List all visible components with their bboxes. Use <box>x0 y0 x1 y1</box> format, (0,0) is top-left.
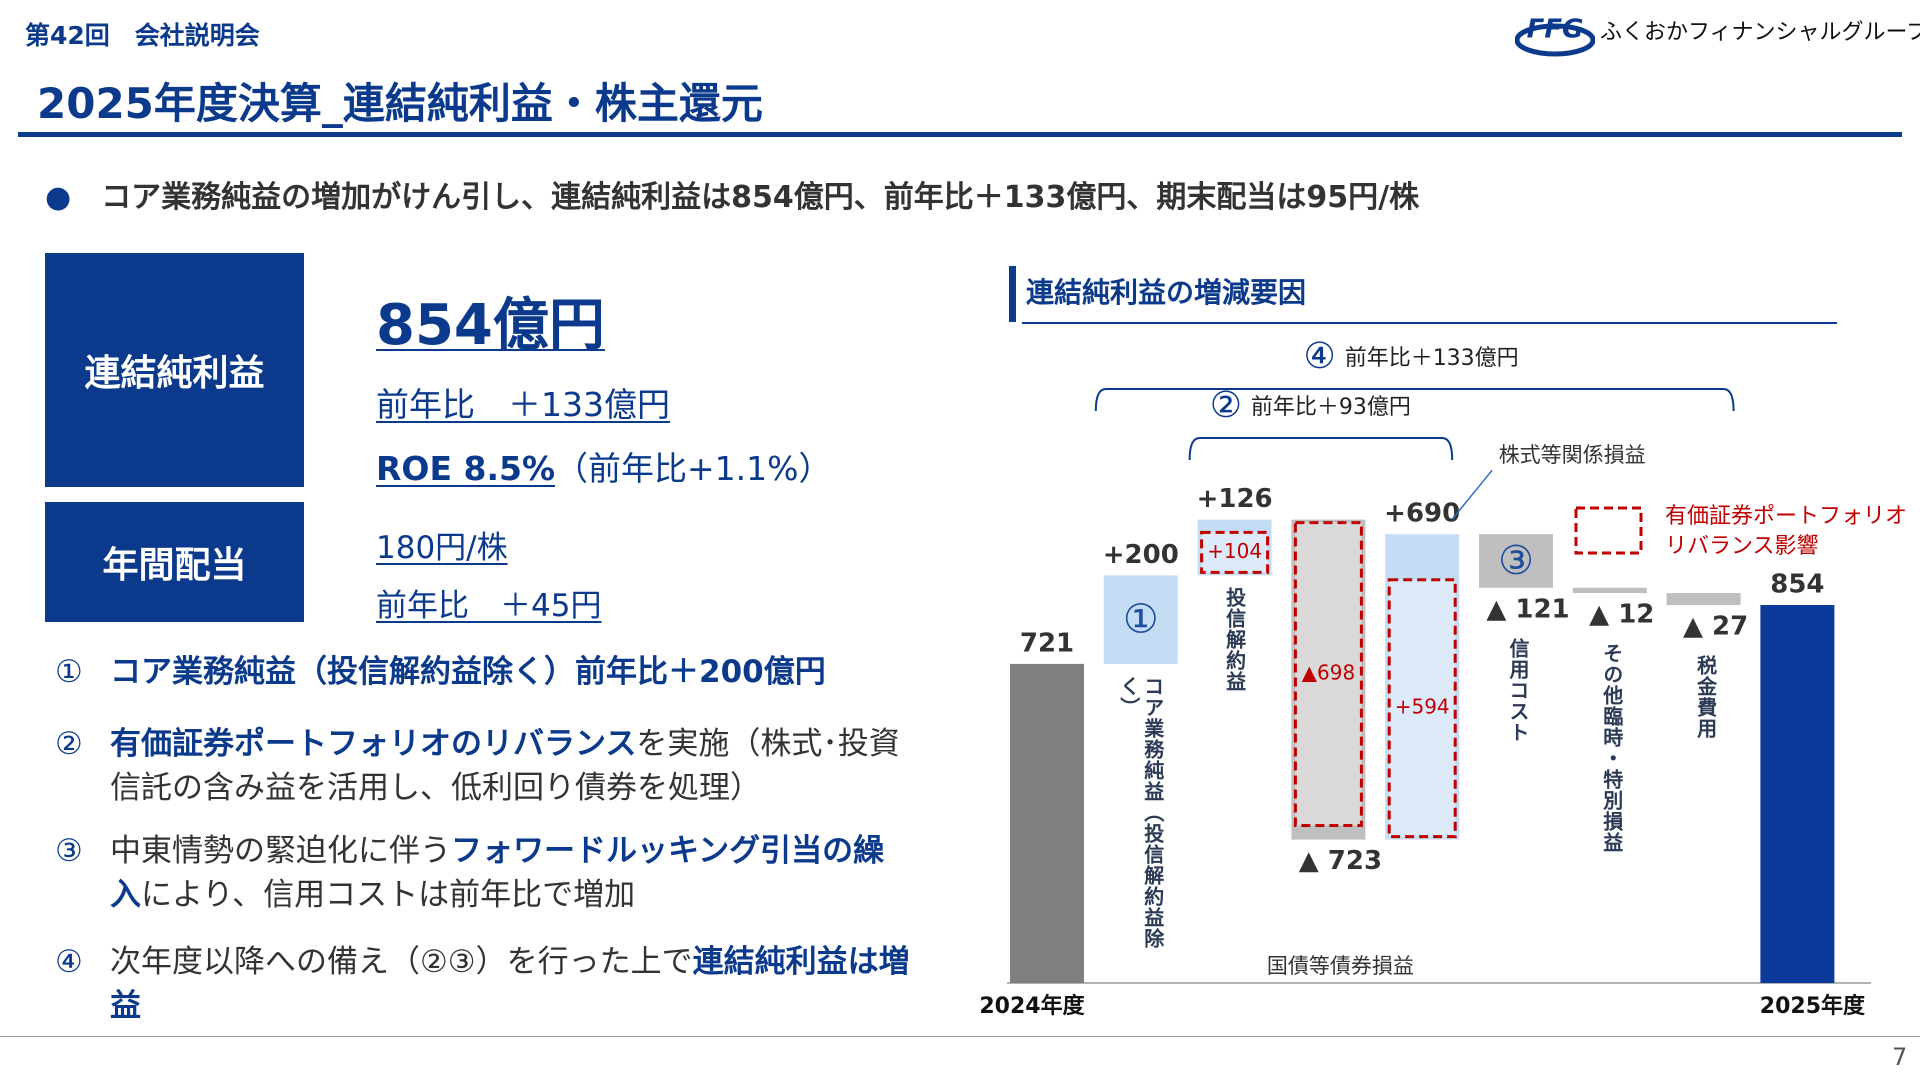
point-text: 次年度以降への備え（②③）を行った上で連結純利益は増益 <box>110 940 915 1028</box>
breakdown-box <box>1387 578 1457 839</box>
page-number: 7 <box>1892 1043 1908 1071</box>
bracket-label: 前年比＋93億円 <box>1251 395 1411 420</box>
lead-text: コア業務純益の増加がけん引し、連結純利益は854億円、前年比＋133億円、期末配… <box>101 180 1420 215</box>
legend-label: 有価証券ポートフォリオ <box>1665 504 1907 529</box>
value-label: 854 <box>1770 570 1824 600</box>
point-number: ③ <box>55 833 83 869</box>
logo-swoosh <box>1515 23 1595 57</box>
bracket <box>1094 388 1735 412</box>
value-label: 721 <box>1020 628 1074 658</box>
dividend: 180円/株 <box>376 530 508 566</box>
legend-label: リバランス影響 <box>1665 534 1819 559</box>
category-label: 投信解約益 <box>1222 587 1247 693</box>
bar <box>1103 575 1178 664</box>
breakdown-label: +104 <box>1207 539 1262 563</box>
point: ③ 中東情勢の緊迫化に伴うフォワードルッキング引当の繰入により、信用コストは前年比… <box>55 829 915 917</box>
net-income: 854億円 <box>376 293 605 358</box>
bracket-label: 前年比＋133億円 <box>1345 346 1519 371</box>
point-text: 有価証券ポートフォリオのリバランスを実施（株式･投資信託の含み益を活用し、低利回… <box>110 722 915 810</box>
legend-swatch <box>1574 506 1643 555</box>
logo-mark: FFG <box>1515 15 1595 57</box>
point-part: 中東情勢の緊迫化に伴う <box>110 833 451 869</box>
bar <box>1666 593 1741 606</box>
point: ② 有価証券ポートフォリオのリバランスを実施（株式･投資信託の含み益を活用し、低利… <box>55 722 915 810</box>
badge: ① <box>1123 597 1159 643</box>
value-label: ▲ 12 <box>1589 600 1654 630</box>
roe: ROE 8.5% <box>376 449 556 488</box>
net-income-box: 連結純利益 <box>45 253 304 487</box>
logo-letters: FFG <box>1527 15 1584 45</box>
point-number: ① <box>55 654 83 690</box>
bar <box>1010 663 1084 983</box>
roe-line: ROE 8.5%（前年比+1.1%） <box>376 442 832 490</box>
lead: ● コア業務純益の増加がけん引し、連結純利益は854億円、前年比＋133億円、期末… <box>45 180 1420 215</box>
point-part: 次年度以降への備え（②③）を行った上で <box>110 944 693 980</box>
bar <box>1479 534 1553 588</box>
value-label: ▲ 723 <box>1299 846 1382 876</box>
point-number: ② <box>55 726 83 762</box>
breakdown-label: ▲698 <box>1302 661 1356 685</box>
title: 2025年度決算_連結純利益・株主還元 <box>37 79 763 128</box>
value-label: +126 <box>1197 484 1273 514</box>
point-text: 中東情勢の緊迫化に伴うフォワードルッキング引当の繰入により、信用コストは前年比で… <box>110 829 915 917</box>
point: ① コア業務純益（投信解約益除く）前年比＋200億円 <box>55 650 915 694</box>
category-label: 国債等債券損益 <box>1267 954 1414 978</box>
badge: ③ <box>1498 538 1534 584</box>
point-text: コア業務純益（投信解約益除く）前年比＋200億円 <box>110 650 826 694</box>
dividend-yoy: 前年比 ＋45円 <box>376 588 602 624</box>
point-part: 連結純利益は増益 <box>110 944 910 1024</box>
title-rule <box>18 132 1902 137</box>
point-part: 有価証券ポートフォリオのリバランス <box>110 726 637 762</box>
breakdown-box <box>1200 530 1270 574</box>
point-part: コア業務純益（投信解約益除く）前年比＋200億円 <box>110 654 826 690</box>
category-label: 2025年度 <box>1760 993 1866 1019</box>
value-label: ▲ 121 <box>1486 594 1569 624</box>
category-label: その他臨時・特別損益 <box>1599 643 1624 854</box>
point-part: により、信用コストは前年比で増加 <box>141 877 636 913</box>
breakdown-box <box>1293 521 1363 828</box>
chart-title: 連結純利益の増減要因 <box>1026 276 1306 309</box>
category-label: コア業務純益（投信解約益除く） <box>1116 675 1165 949</box>
value-label: +200 <box>1103 540 1179 570</box>
leader-line <box>1451 469 1493 520</box>
dividend-box: 年間配当 <box>45 502 304 622</box>
net-income-yoy: 前年比 ＋133億円 <box>376 385 670 424</box>
point-number: ④ <box>55 944 83 980</box>
point-part: フォワードルッキング引当の繰入 <box>110 833 885 913</box>
heading-bar <box>1009 266 1016 322</box>
event: 第42回 会社説明会 <box>25 21 260 50</box>
bracket-mark: ④ <box>1304 336 1336 377</box>
point: ④ 次年度以降への備え（②③）を行った上で連結純利益は増益 <box>55 940 915 1028</box>
point-part: を実施（株式･投資信託の含み益を活用し、低利回り債券を処理） <box>110 726 900 806</box>
roe-yoy: （前年比+1.1%） <box>555 449 832 488</box>
value-label: +690 <box>1384 499 1460 529</box>
value-label: ▲ 27 <box>1683 612 1748 642</box>
bracket <box>1188 437 1454 461</box>
category-label: 信用コスト <box>1506 637 1530 743</box>
bar <box>1572 587 1647 594</box>
bracket-mark: ② <box>1210 385 1242 426</box>
category-label: 税金費用 <box>1693 655 1718 740</box>
bar <box>1760 605 1835 983</box>
category-label: 2024年度 <box>979 993 1085 1019</box>
category-label: 株式等関係損益 <box>1499 443 1646 467</box>
breakdown-label: +594 <box>1395 695 1450 719</box>
logo-text: ふくおかフィナンシャルグループ <box>1600 20 1920 45</box>
footer-rule <box>0 1036 1920 1037</box>
